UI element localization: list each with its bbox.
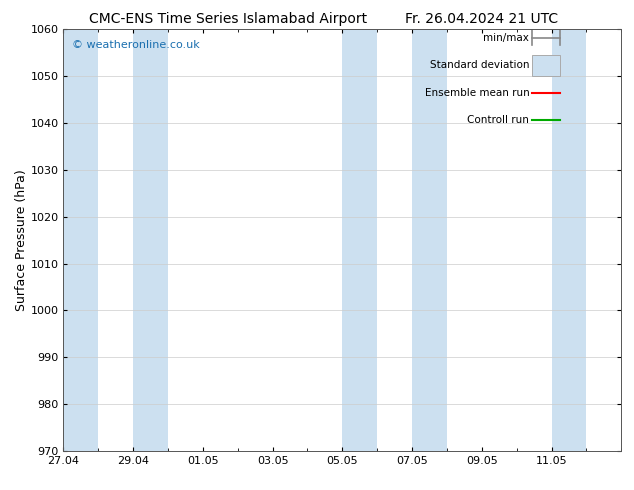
Text: © weatheronline.co.uk: © weatheronline.co.uk xyxy=(72,40,200,50)
Bar xyxy=(532,55,560,76)
Bar xyxy=(621,29,634,451)
Y-axis label: Surface Pressure (hPa): Surface Pressure (hPa) xyxy=(15,169,28,311)
Text: Ensemble mean run: Ensemble mean run xyxy=(425,88,529,98)
Bar xyxy=(412,29,447,451)
Bar xyxy=(133,29,168,451)
Text: Fr. 26.04.2024 21 UTC: Fr. 26.04.2024 21 UTC xyxy=(405,12,559,26)
Text: Standard deviation: Standard deviation xyxy=(430,60,529,70)
Text: Controll run: Controll run xyxy=(467,115,529,125)
Bar xyxy=(342,29,377,451)
Bar xyxy=(552,29,586,451)
Bar xyxy=(63,29,98,451)
Text: CMC-ENS Time Series Islamabad Airport: CMC-ENS Time Series Islamabad Airport xyxy=(89,12,367,26)
Text: min/max: min/max xyxy=(483,33,529,43)
